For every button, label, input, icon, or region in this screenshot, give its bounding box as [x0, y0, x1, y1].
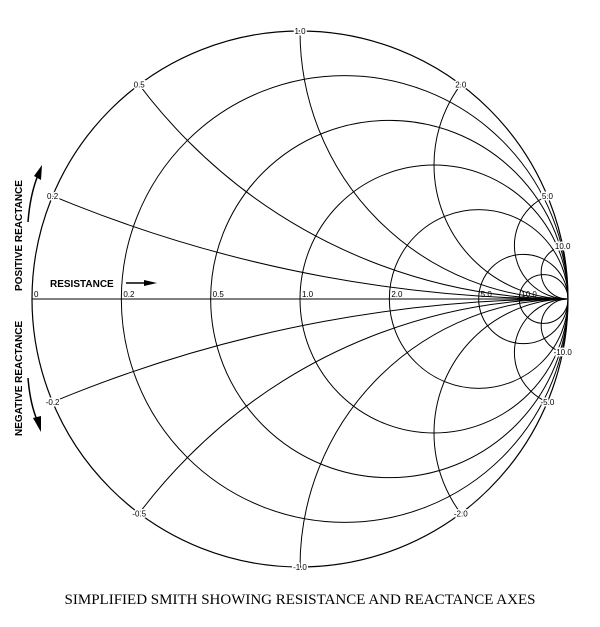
resistance-axis-label: RESISTANCE: [50, 279, 114, 290]
negative-reactance-arrowhead-icon: [33, 416, 41, 432]
resistance-arrow-icon: [126, 280, 157, 286]
reactance-arc: [513, 191, 568, 300]
reactance-arc: [433, 298, 568, 567]
resistance-label: 1.0: [302, 290, 314, 299]
resistance-label: 2.0: [391, 290, 403, 299]
positive-reactance-arrow-icon: [27, 174, 39, 223]
reactance-label: 0.2: [47, 192, 59, 201]
positive-reactance-arrowhead-icon: [34, 165, 42, 180]
reactance-label: -1.0: [293, 563, 307, 572]
resistance-label: 5.0: [481, 290, 493, 299]
reactance-label: -0.5: [132, 509, 146, 518]
resistance-label: 0.2: [123, 290, 135, 299]
resistance-label: 0: [34, 290, 39, 299]
reactance-label: 10.0: [555, 242, 571, 251]
reactance-label: -2.0: [454, 509, 468, 518]
outer-boundary-circle: [31, 30, 569, 568]
reactance-label: 0.5: [134, 81, 146, 90]
caption: SIMPLIFIED SMITH SHOWING RESISTANCE AND …: [64, 592, 536, 608]
reactance-arc: [540, 298, 568, 354]
negative-reactance-arrow-icon: [27, 377, 38, 421]
reactance-label: 2.0: [455, 81, 467, 90]
resistance-label: 10.0: [521, 290, 537, 299]
reactance-arc: [513, 298, 568, 407]
reactance-label: -0.2: [46, 398, 60, 407]
resistance-label: 0.5: [213, 290, 225, 299]
reactance-arc: [32, 298, 568, 567]
reactance-arc: [299, 31, 568, 300]
reactance-label: 5.0: [542, 192, 554, 201]
negative-reactance-label: NEGATIVE REACTANCE: [14, 320, 25, 436]
reactance-label: -5.0: [540, 398, 554, 407]
positive-reactance-label: POSITIVE REACTANCE: [14, 180, 25, 291]
reactance-arc: [540, 244, 568, 300]
reactance-arc: [433, 31, 568, 300]
reactance-label: 1.0: [294, 27, 306, 36]
reactance-label: -10.0: [554, 348, 573, 357]
